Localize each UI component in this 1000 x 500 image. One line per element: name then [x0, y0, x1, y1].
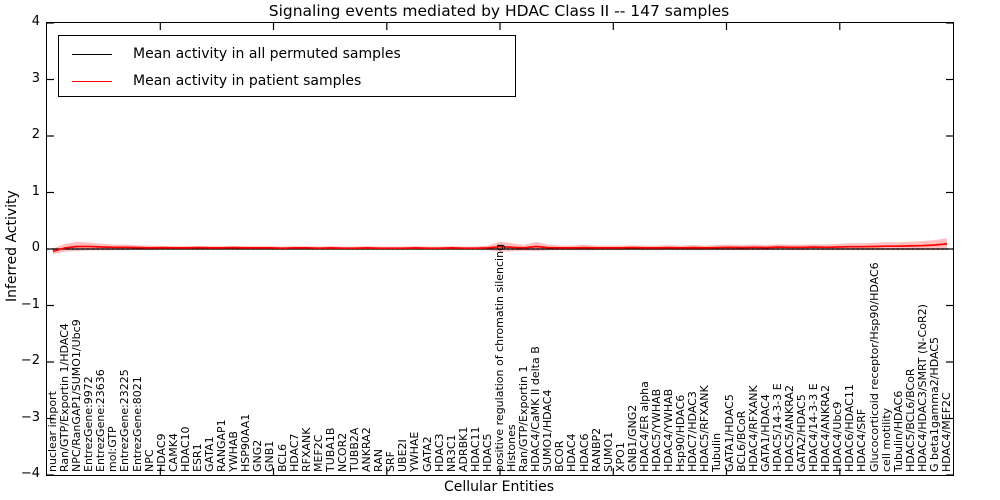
x-category-label: GNB1/GNG2: [625, 404, 639, 472]
x-category-label: HDAC4/SRF: [855, 408, 869, 472]
x-category-label: Tubulin/HDAC6: [891, 390, 905, 472]
legend-entry-permuted: Mean activity in all permuted samples: [59, 41, 401, 67]
x-category-label: HDAC4/14-3-3 E: [807, 383, 821, 472]
x-category-label: Hsp90/HDAC6: [674, 394, 688, 472]
x-category-label: HDAC5: [480, 433, 494, 472]
chart-title: Signaling events mediated by HDAC Class …: [268, 2, 730, 20]
x-category-label: EntrezGene:23636: [94, 369, 108, 472]
x-category-label: Glucocorticoid receptor/Hsp90/HDAC6: [867, 262, 881, 472]
x-category-label: GNB1: [263, 440, 277, 472]
x-category-label: Histones: [505, 424, 519, 472]
x-category-label: MEF2C: [311, 434, 325, 472]
x-category-label: HDAC5/RFXANK: [698, 385, 712, 472]
x-category-label: BCL6: [275, 443, 289, 472]
x-category-label: HDAC11: [468, 426, 482, 472]
x-category-label: EntrezGene:23225: [118, 369, 132, 472]
x-category-label: HDAC4: [565, 433, 579, 472]
x-category-label: SUMO1/HDAC4: [541, 389, 555, 472]
y-tick-label: 0: [31, 240, 40, 255]
x-category-label: nuclear import: [46, 391, 59, 472]
x-category-label: HDAC4/RFXANK: [746, 385, 760, 472]
x-category-label: SUMO1: [601, 431, 615, 472]
y-tick-label: −1: [20, 296, 40, 312]
x-category-label: YWHAB: [227, 431, 241, 472]
x-category-label: RAN: [372, 449, 386, 472]
x-category-label: GATA1/HDAC4: [758, 394, 772, 472]
x-category-label: ADRBK1: [456, 426, 470, 472]
x-category-label: HDAC6: [577, 433, 591, 472]
x-category-label: cell motility: [879, 407, 893, 472]
plot-lines-svg: [47, 23, 953, 475]
x-category-label: HDAC10: [178, 426, 192, 472]
x-category-label: ANKRA2: [360, 427, 374, 472]
y-tick-label: −2: [20, 353, 40, 368]
legend-line-sample-red: [72, 80, 112, 82]
x-category-label: RFXANK: [299, 427, 313, 472]
x-category-label: EntrezGene:9972: [82, 376, 96, 472]
x-category-label: GATA1/HDAC5: [722, 394, 736, 472]
x-category-label: YWHAE: [408, 431, 422, 472]
y-tick-label: 3: [31, 70, 40, 86]
x-category-label: Tubulin: [710, 432, 724, 472]
x-category-label: GATA2: [420, 436, 434, 472]
x-category-label: HDAC4/CaMK II delta B: [529, 346, 543, 472]
x-category-label: mol:GTP: [106, 426, 120, 472]
plot-area: [46, 22, 954, 476]
x-category-label: HDAC9: [154, 433, 168, 472]
x-category-label: NCOR2: [335, 432, 349, 472]
x-category-label: HDAC5/14-3-3 E: [770, 383, 784, 472]
x-category-label: Ran/GTP/Exportin 1: [517, 365, 531, 472]
x-category-label: SRF: [384, 451, 398, 472]
x-category-label: NPC/RanGAP1/SUMO1/Ubc9: [70, 319, 84, 472]
x-category-label: GATA1: [203, 436, 217, 472]
x-category-label: GATA2/HDAC5: [795, 394, 809, 472]
x-category-label: EntrezGene:8021: [130, 376, 144, 472]
y-tick-label: −3: [20, 409, 40, 425]
x-category-label: HDAC5/ANKRA2: [782, 385, 796, 472]
x-category-label: RANBP2: [589, 427, 603, 472]
x-category-label: TUBB2A: [348, 427, 362, 472]
x-category-label: XPO1: [613, 442, 627, 472]
x-category-label: HDAC4/YWHAB: [662, 388, 676, 472]
legend-entry-label: Mean activity in patient samples: [133, 73, 362, 89]
x-category-label: HDAC4/ER alpha: [637, 381, 651, 472]
x-category-label: UBE2I: [396, 439, 410, 472]
x-category-label: CAMK4: [166, 433, 180, 472]
x-category-label: HDAC4/MEF2C: [940, 392, 953, 472]
y-tick-label: 2: [31, 127, 40, 142]
x-category-label: HDAC3: [432, 433, 446, 472]
x-category-label: HDAC7: [287, 433, 301, 472]
x-category-label: RANGAP1: [215, 419, 229, 472]
legend-entry-patient: Mean activity in patient samples: [59, 68, 361, 94]
x-category-label: Ran/GTP/Exportin 1/HDAC4: [58, 323, 72, 472]
x-category-label: HSP90AA1: [239, 413, 253, 472]
legend-box: Mean activity in all permuted samples Me…: [58, 35, 516, 97]
x-category-label: positive regulation of chromatin silenci…: [493, 243, 506, 472]
x-category-label: HDAC4/HDAC3/SMRT (N-CoR2): [915, 304, 929, 472]
y-tick-label: 1: [31, 183, 40, 199]
x-category-label: HDAC4/Ubc9: [831, 401, 845, 472]
x-category-label: HDAC6/HDAC11: [843, 384, 857, 472]
y-tick-label: −4: [20, 466, 40, 481]
x-axis-label: Cellular Entities: [443, 479, 555, 495]
x-category-label: ESR1: [190, 443, 204, 472]
legend-entry-label: Mean activity in all permuted samples: [133, 46, 401, 62]
x-category-label: BCL6/BCoR: [734, 410, 748, 472]
x-category-label: GNG2: [251, 439, 265, 472]
x-category-label: NPC: [142, 449, 156, 472]
x-category-label: HDAC7/HDAC3: [686, 391, 700, 472]
x-category-label: G beta1gamma2/HDAC5: [927, 337, 941, 472]
x-category-label: NR3C1: [444, 434, 458, 472]
legend-line-sample-black: [72, 53, 112, 55]
x-category-label: HDAC5/YWHAB: [650, 388, 664, 472]
x-category-label: BCOR: [553, 440, 567, 472]
x-category-label: HDAC5/BCL6/BCoR: [903, 368, 917, 472]
x-category-label: TUBA1B: [323, 427, 337, 472]
y-tick-label: 4: [31, 14, 40, 29]
x-category-label: HDAC4/ANKRA2: [819, 385, 833, 472]
